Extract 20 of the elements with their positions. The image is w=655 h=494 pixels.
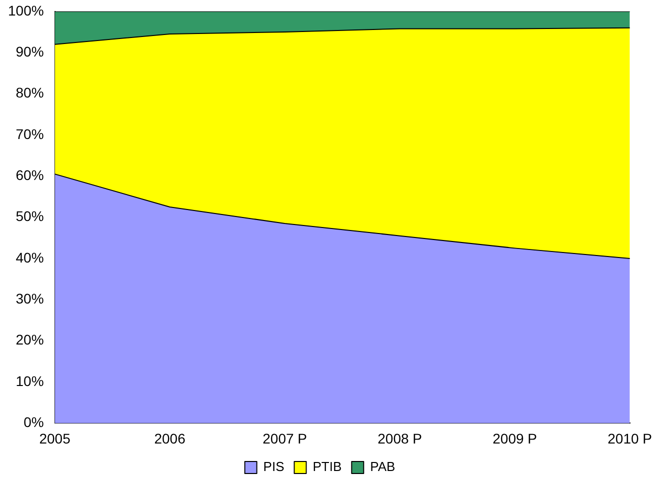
y-tick-label: 0% — [24, 414, 44, 430]
y-tick-label: 60% — [16, 166, 44, 183]
y-tick-label: 70% — [16, 126, 44, 142]
legend-label: PAB — [370, 459, 396, 474]
y-tick-label: 30% — [16, 290, 44, 307]
y-tick-label: 90% — [16, 43, 44, 60]
x-tick-label: 2008 P — [378, 430, 422, 446]
y-tick-label: 10% — [16, 372, 44, 389]
y-tick-label: 100% — [8, 2, 44, 18]
legend-label: PIS — [263, 459, 285, 474]
x-tick-label: 2010 P — [608, 430, 652, 446]
x-tick-label: 2006 — [154, 430, 186, 446]
y-tick-label: 40% — [16, 249, 44, 266]
x-tick-label: 2007 P — [262, 430, 307, 446]
legend-label: PTIB — [312, 459, 342, 474]
x-tick-label: 2009 P — [492, 430, 537, 446]
y-tick-label: 80% — [16, 84, 44, 101]
x-tick-label: 2005 — [39, 430, 71, 446]
y-tick-label: 20% — [16, 332, 44, 348]
y-tick-label: 50% — [16, 208, 44, 224]
